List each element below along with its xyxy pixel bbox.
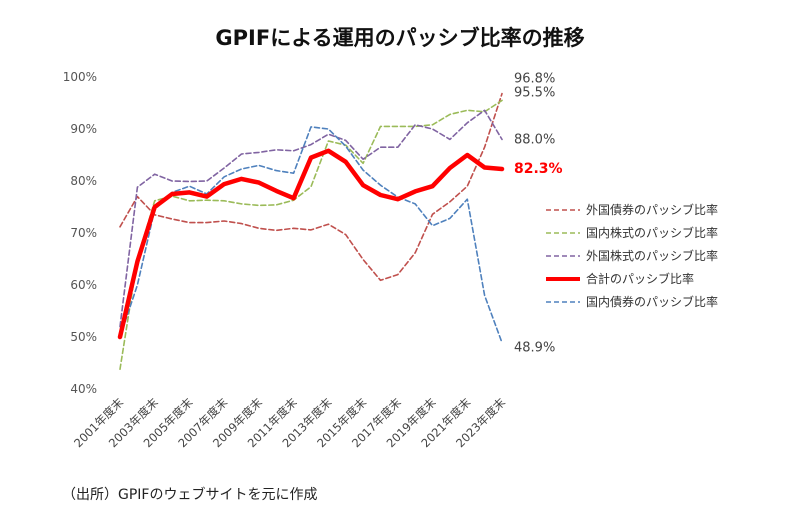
source-note: （出所）GPIFのウェブサイトを元に作成 (62, 487, 318, 503)
y-tick-label: 60% (70, 278, 97, 292)
legend-label: 外国株式のパッシブ比率 (586, 248, 718, 263)
legend-label: 国内株式のパッシブ比率 (586, 225, 718, 240)
legend: 外国債券のパッシブ比率国内株式のパッシブ比率外国株式のパッシブ比率合計のパッシブ… (546, 202, 718, 309)
end-value-label: 95.5% (514, 85, 555, 100)
series-line (119, 126, 503, 344)
y-tick-label: 90% (70, 122, 97, 136)
legend-label: 合計のパッシブ比率 (586, 271, 694, 286)
series-line (117, 148, 505, 340)
series-line (119, 92, 503, 282)
end-value-label: 48.9% (514, 341, 555, 356)
series-lines (117, 92, 505, 371)
end-value-labels: 96.8%95.5% 88.0% 82.3% 48.9% (514, 72, 563, 356)
y-tick-label: 40% (70, 382, 97, 396)
end-value-label: 82.3% (514, 161, 563, 177)
y-tick-label: 70% (70, 226, 97, 240)
legend-label: 国内債券のパッシブ比率 (586, 294, 718, 309)
y-tick-label: 80% (70, 174, 97, 188)
end-value-label: 88.0% (514, 132, 555, 147)
legend-label: 外国債券のパッシブ比率 (586, 202, 718, 217)
series-line (119, 109, 503, 328)
chart-title: GPIFによる運用のパッシブ比率の推移 (215, 26, 585, 50)
y-tick-label: 100% (63, 70, 97, 84)
y-tick-label: 50% (70, 330, 97, 344)
end-value-label: 96.8% (514, 72, 555, 87)
series-line (119, 99, 503, 371)
y-axis-ticks: 40% 50% 60% 70% 80% 90% 100% (63, 70, 97, 396)
x-axis-ticks: 2001年度末2003年度末2005年度末2007年度末2009年度末2011年… (71, 395, 508, 450)
